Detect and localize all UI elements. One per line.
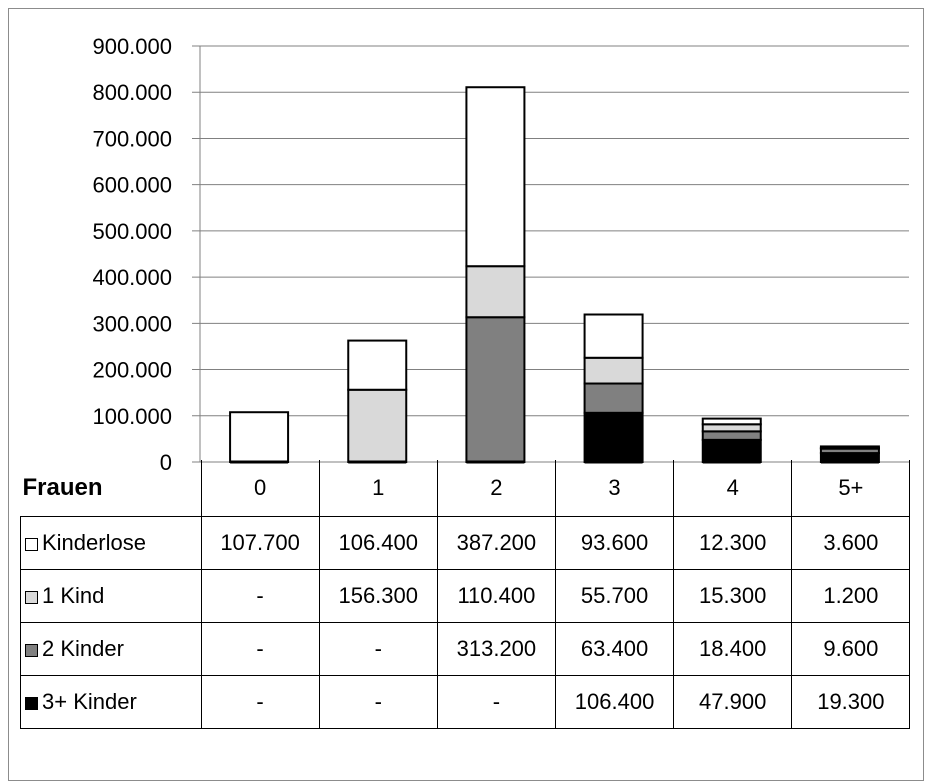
y-tick-label: 600.000: [92, 173, 172, 198]
legend-swatch: [25, 591, 38, 604]
y-tick-label: 0: [160, 450, 172, 470]
table-cell: 55.700: [554, 569, 675, 623]
y-tick-label: 500.000: [92, 219, 172, 244]
category-label: 5+: [791, 460, 911, 517]
bar-segment: [229, 411, 290, 463]
legend-label: 3+ Kinder: [42, 689, 137, 714]
table-cell: 15.300: [673, 569, 793, 623]
bar-segment: [465, 86, 526, 268]
table-cell: 106.400: [554, 675, 675, 729]
stacked-bar-chart: 0 100.000 200.000 300.000 400.000 500.000 600.…: [92, 34, 909, 470]
legend-swatch: [25, 644, 38, 657]
bar-segment: [465, 265, 526, 319]
table-cell: 387.200: [436, 516, 556, 570]
table-cell: -: [200, 569, 320, 623]
y-tick-label: 400.000: [92, 265, 172, 290]
table-cell: 12.300: [673, 516, 793, 570]
category-label: 0: [200, 460, 320, 517]
legend-label: 1 Kind: [42, 583, 105, 608]
data-table: Frauen 0 1 2 3 4 5+ Kinderlose 107.700 106.400 387…: [20, 460, 911, 729]
table-cell: -: [318, 622, 438, 676]
legend-swatch: [25, 538, 38, 551]
table-cell: 110.400: [436, 569, 556, 623]
table-cell: -: [200, 675, 320, 729]
table-cell: 156.300: [318, 569, 438, 623]
table-cell: 106.400: [318, 516, 438, 570]
legend-label: 2 Kinder: [42, 636, 124, 661]
table-cell: 313.200: [436, 622, 556, 676]
table-cell: 3.600: [791, 516, 911, 570]
bar-segment: [819, 445, 880, 450]
bar-segment: [583, 356, 644, 385]
legend-entry: 2 Kinder: [20, 622, 202, 676]
table-row: Kinderlose 107.700 106.400 387.200 93.600 12.…: [20, 516, 911, 570]
y-tick-label: 200.000: [92, 358, 172, 383]
table-cell: 18.400: [673, 622, 793, 676]
y-axis-ticks: 0 100.000 200.000 300.000 400.000 500.000 600.…: [92, 34, 172, 470]
bar-segment: [347, 388, 408, 463]
category-label: 1: [318, 460, 438, 517]
bar-segment: [583, 382, 644, 414]
bar-segment: [701, 430, 762, 441]
table-cell: 1.200: [791, 569, 911, 623]
y-tick-label: 300.000: [92, 311, 172, 336]
table-cell: 107.700: [200, 516, 320, 570]
bar-segment: [701, 438, 762, 464]
table-cell: -: [436, 675, 556, 729]
table-cell: 47.900: [673, 675, 793, 729]
table-corner-label: Frauen: [22, 474, 103, 501]
gridlines: [192, 45, 909, 463]
table-row: 3+ Kinder - - -106.400 47.900 19.300: [20, 675, 911, 729]
bar-segment: [701, 417, 762, 426]
bar-segment: [465, 316, 526, 463]
table-cell: 9.600: [791, 622, 911, 676]
y-tick-label: 800.000: [92, 80, 172, 105]
table-cell: -: [200, 622, 320, 676]
table-cell: 63.400: [554, 622, 675, 676]
legend-swatch: [25, 697, 38, 710]
bar-segment: [347, 339, 408, 391]
table-row: 1 Kind -156.300 110.400 55.700 15.300 1.200: [20, 569, 911, 623]
table-row: 2 Kinder - -313.200 63.400 18.400 9.600: [20, 622, 911, 676]
y-tick-label: 100.000: [92, 404, 172, 429]
category-label: 4: [673, 460, 793, 517]
legend-entry: Kinderlose: [20, 516, 202, 570]
bar-segment: [583, 313, 644, 359]
legend-entry: 1 Kind: [20, 569, 202, 623]
bar-segment: [701, 423, 762, 433]
bar-segment: [583, 411, 644, 463]
table-cell: 19.300: [791, 675, 911, 729]
category-label: 2: [436, 460, 556, 517]
y-tick-label: 700.000: [92, 126, 172, 151]
bars: [229, 86, 880, 464]
legend-label: Kinderlose: [42, 530, 146, 555]
table-cell: -: [318, 675, 438, 729]
legend-entry: 3+ Kinder: [20, 675, 202, 729]
category-label: 3: [554, 460, 675, 517]
table-cell: 93.600: [554, 516, 675, 570]
y-tick-label: 900.000: [92, 34, 172, 59]
